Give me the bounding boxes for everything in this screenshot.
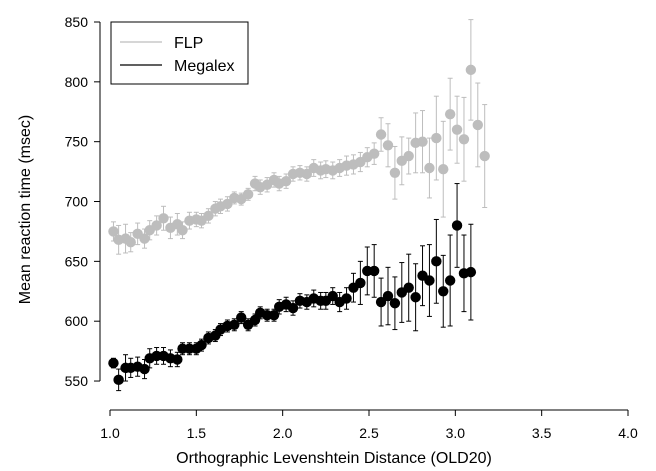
flp-point (158, 213, 169, 224)
y-tick-label: 800 (65, 74, 89, 90)
megalex-point (113, 374, 124, 386)
flp-point (451, 124, 463, 135)
y-axis-label: Mean reaction time (msec) (17, 115, 34, 304)
x-tick-label: 1.5 (187, 425, 207, 441)
megalex-point (451, 220, 463, 231)
megalex-point (249, 314, 261, 326)
y-tick-label: 700 (65, 194, 89, 210)
megalex-legend-label: Megalex (174, 58, 234, 75)
flp-point (222, 198, 233, 210)
flp-point (280, 175, 292, 187)
megalex-point (196, 339, 207, 351)
y-tick-label: 600 (65, 313, 89, 329)
x-tick-label: 2.0 (273, 425, 293, 441)
y-tick-label: 850 (65, 14, 89, 30)
data-points (108, 64, 490, 386)
flp-point (431, 132, 442, 144)
flp-point (417, 136, 428, 147)
flp-point (444, 108, 456, 120)
megalex-point (368, 265, 380, 277)
legend: FLP Megalex (110, 21, 249, 85)
megalex-point (382, 290, 394, 302)
megalex-point (268, 310, 280, 321)
flp-point (465, 64, 477, 76)
y-tick-label: 550 (65, 373, 89, 389)
megalex-point (431, 256, 442, 267)
flp-legend-label: FLP (174, 35, 203, 52)
flp-point (108, 226, 119, 237)
megalex-point (375, 296, 387, 308)
flp-point (151, 220, 162, 231)
y-tick-label: 650 (65, 253, 89, 269)
megalex-point (465, 266, 477, 278)
megalex-point (438, 286, 449, 297)
flp-point (125, 237, 136, 248)
x-axis-label: Orthographic Levenshtein Distance (OLD20… (176, 450, 492, 467)
megalex-point (355, 277, 366, 289)
megalex-point (341, 293, 352, 304)
megalex-point (389, 298, 401, 309)
axes: 550 600 650 700 750 800 850 1.0 1.5 2.0 2.5 3.0 3.5 4… (65, 14, 638, 441)
flp-point (389, 167, 401, 178)
megalex-point (229, 319, 240, 330)
x-tick-label: 1.0 (100, 425, 120, 441)
flp-point (368, 148, 380, 159)
flp-point (301, 168, 313, 180)
megalex-point (444, 275, 456, 286)
megalex-point (327, 290, 338, 302)
x-tick-label: 3.0 (446, 425, 466, 441)
flp-point (479, 150, 490, 162)
flp-point (203, 210, 214, 222)
megalex-point (172, 354, 183, 365)
flp-point (242, 189, 254, 200)
megalex-point (287, 302, 299, 314)
flp-point (438, 164, 449, 175)
megalex-point (139, 363, 150, 375)
megalex-point (410, 292, 421, 303)
flp-point (382, 140, 394, 151)
flp-point (458, 134, 470, 145)
flp-point (177, 225, 188, 236)
legend-box (110, 21, 249, 85)
x-tick-label: 3.5 (532, 425, 552, 441)
x-tick-label: 4.0 (618, 425, 638, 441)
flp-point (375, 129, 387, 140)
flp-point (472, 119, 483, 131)
megalex-point (236, 312, 247, 323)
megalex-point (403, 282, 414, 293)
x-tick-label: 2.5 (359, 425, 379, 441)
megalex-point (424, 275, 435, 286)
y-tick-label: 750 (65, 134, 89, 150)
megalex-point (108, 357, 119, 369)
flp-point (424, 162, 435, 174)
flp-point (139, 233, 150, 244)
flp-point (403, 150, 414, 162)
